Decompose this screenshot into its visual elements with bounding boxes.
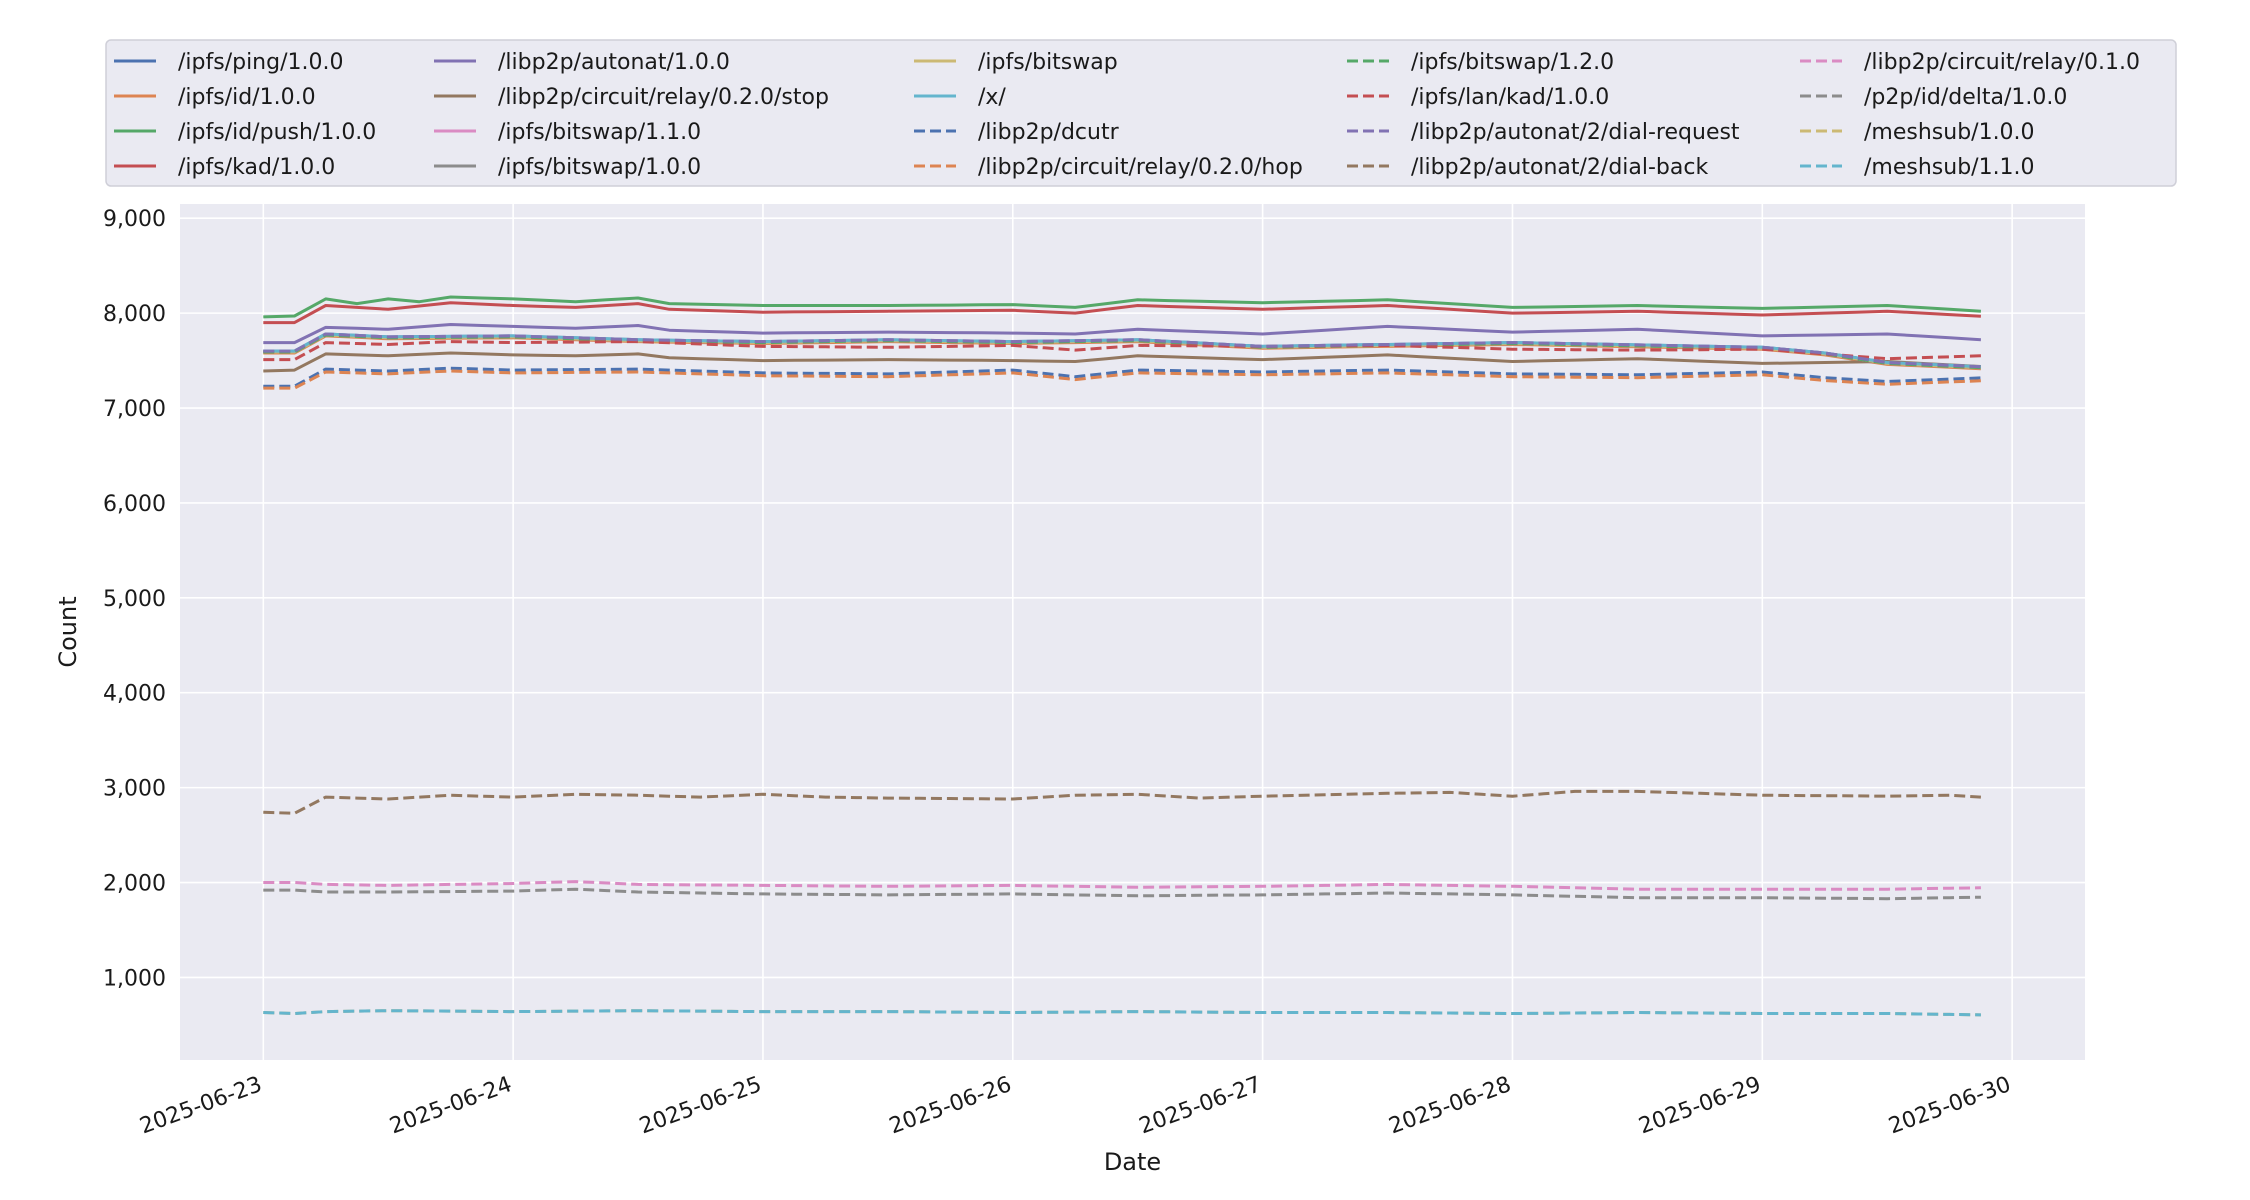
series-line-libp2p-circuit-relay-0-1-0 [263,880,1981,891]
legend-label: /ipfs/bitswap/1.1.0 [498,120,701,145]
series-line-p2p-id-delta-1-0-0 [263,887,1981,901]
legend-label: /ipfs/id/1.0.0 [178,85,316,110]
legend-label: /ipfs/bitswap/1.2.0 [1411,50,1614,75]
series-line-libp2p-autonat-2-dial-back [263,789,1981,815]
legend-label: /ipfs/bitswap [978,50,1118,75]
legend-label: /ipfs/kad/1.0.0 [178,155,335,180]
x-axis-label: Date [1104,1148,1161,1176]
series-line-libp2p-autonat-2-dial-request [263,332,1981,369]
legend-box [105,39,2177,187]
series-line-ipfs-lan-kad-1-0-0 [263,340,1981,362]
series-line-ipfs-id-push-1-0-0 [263,295,1981,319]
y-tick-label: 8,000 [103,302,166,327]
series-line-libp2p-autonat-1-0-0 [263,323,1981,345]
legend-label: /ipfs/lan/kad/1.0.0 [1411,85,1609,110]
legend-label: /libp2p/circuit/relay/0.2.0/stop [498,85,829,110]
legend-label: /ipfs/ping/1.0.0 [178,50,343,75]
series-line-ipfs-kad-1-0-0 [263,301,1981,325]
plot-area [180,204,2085,1060]
series-line-meshsub-1-1-0 [263,1009,1981,1017]
y-tick-label: 9,000 [103,207,166,232]
series-lines [263,295,1981,1017]
y-tick-label: 6,000 [103,492,166,517]
legend-label: /ipfs/bitswap/1.0.0 [498,155,701,180]
y-tick-label: 7,000 [103,397,166,422]
series-line-libp2p-circuit-relay-0-2-0-stop [263,351,1981,373]
series-line-libp2p-circuit-relay-0-2-0-hop [263,369,1981,390]
legend-label: /libp2p/autonat/2/dial-request [1411,120,1740,145]
legend-label: /ipfs/id/push/1.0.0 [178,120,376,145]
y-axis-ticks: 1,000 2,000 3,000 4,000 5,000 6,000 7,000 8,000… [103,207,166,991]
legend: /ipfs/ping/1.0.0/ipfs/id/1.0.0/ipfs/id/p… [105,39,2177,187]
y-tick-label: 5,000 [103,587,166,612]
y-tick-label: 1,000 [103,966,166,991]
y-tick-label: 2,000 [103,872,166,897]
legend-label: /libp2p/dcutr [978,120,1120,145]
series-line-libp2p-dcutr [263,366,1981,388]
legend-label: /libp2p/autonat/2/dial-back [1411,155,1708,180]
legend-label: /libp2p/autonat/1.0.0 [498,50,730,75]
legend-label: /libp2p/circuit/relay/0.1.0 [1864,50,2140,75]
legend-label: /meshsub/1.1.0 [1864,155,2035,180]
y-axis-label: Count [54,596,82,667]
legend-label: /libp2p/circuit/relay/0.2.0/hop [978,155,1303,180]
legend-label: /x/ [978,85,1006,110]
gridlines [180,204,2085,1060]
y-tick-label: 4,000 [103,682,166,707]
legend-label: /p2p/id/delta/1.0.0 [1864,85,2067,110]
legend-label: /meshsub/1.0.0 [1864,120,2035,145]
y-tick-label: 3,000 [103,777,166,802]
